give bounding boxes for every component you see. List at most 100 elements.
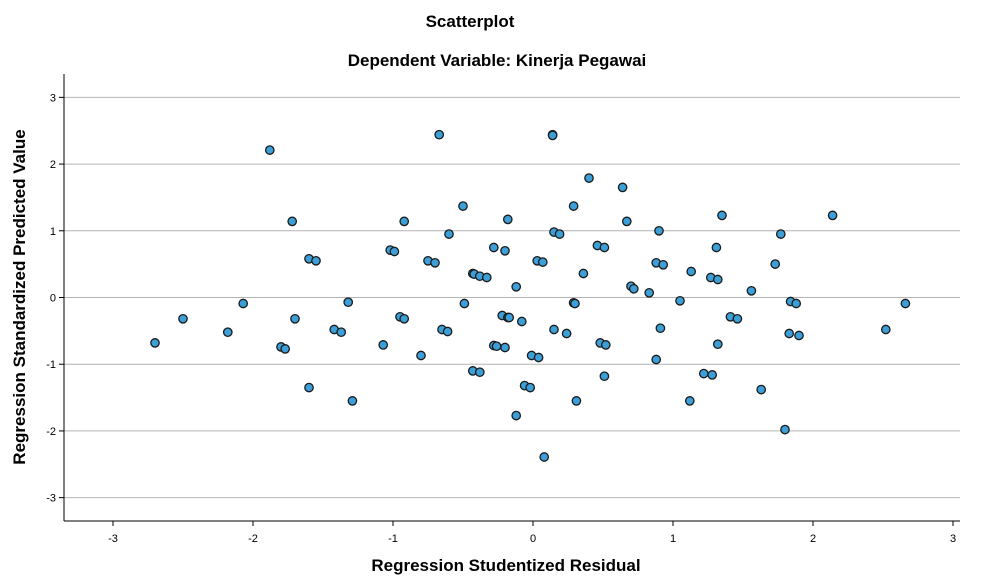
scatter-point — [491, 341, 502, 352]
scatter-point — [644, 287, 655, 298]
y-tick-label: 1 — [50, 226, 56, 238]
scatter-point — [537, 257, 548, 267]
scatter-point — [280, 344, 291, 354]
scatter-point — [794, 330, 804, 341]
x-tick-label: 0 — [530, 533, 536, 545]
y-tick-label: 3 — [50, 92, 56, 104]
x-axis-ticks: -3 -2 -1 0 1 2 3 — [108, 521, 956, 545]
scatter-point — [746, 285, 757, 296]
scatter-point — [416, 350, 426, 361]
scatter-point — [658, 259, 669, 270]
scatter-point — [500, 342, 510, 353]
scatter-point — [304, 382, 314, 393]
x-tick-label: -3 — [108, 533, 118, 545]
scatter-point — [712, 339, 723, 350]
scatter-point — [264, 145, 275, 155]
scatter-point — [756, 384, 767, 395]
x-tick-label: -1 — [388, 533, 398, 545]
y-axis-title: Regression Standardized Predicted Value — [10, 129, 29, 464]
scatter-point — [584, 173, 594, 183]
scatter-point — [617, 182, 628, 193]
scatter-point — [561, 328, 572, 339]
scatter-point — [554, 229, 565, 239]
scatter-point — [430, 257, 440, 268]
scatter-point — [571, 396, 582, 406]
scatter-point — [568, 201, 579, 211]
x-tick-label: 1 — [670, 533, 676, 545]
scatter-point — [707, 370, 718, 380]
scatter-point — [399, 216, 410, 227]
scatter-point — [511, 281, 522, 292]
scatter-point — [150, 338, 160, 348]
scatter-point — [444, 229, 454, 239]
x-axis-title: Regression Studentized Residual — [371, 556, 640, 575]
scatter-point — [628, 283, 639, 294]
scatter-point — [711, 242, 722, 253]
scatter-point — [442, 326, 453, 337]
scatter-point — [511, 410, 522, 421]
scatter-point — [599, 242, 610, 253]
scatter-point — [900, 298, 911, 309]
scatter-point — [500, 245, 510, 256]
scatter-point — [599, 371, 610, 382]
scatter-point — [549, 324, 559, 335]
scatter-point — [481, 272, 492, 283]
scatter-point — [458, 201, 468, 211]
scatter-point — [570, 298, 580, 309]
x-tick-label: 3 — [950, 533, 956, 545]
scatter-point — [827, 210, 838, 221]
scatter-point — [504, 312, 515, 323]
scatter-point — [389, 246, 400, 257]
scatter-point — [770, 259, 781, 269]
scatter-point — [533, 352, 544, 363]
y-tick-label: -2 — [46, 426, 56, 438]
scatter-point — [675, 295, 685, 306]
scatter-point — [539, 452, 550, 462]
scatter-point — [178, 313, 188, 324]
scatter-point — [290, 313, 300, 324]
scatter-point — [287, 216, 298, 227]
gridlines — [64, 96, 960, 499]
y-tick-label: -1 — [46, 359, 56, 371]
x-tick-label: 2 — [810, 533, 816, 545]
scatter-point — [222, 327, 233, 338]
x-tick-label: -2 — [248, 533, 258, 545]
scatter-point — [434, 129, 445, 140]
data-points — [150, 129, 911, 462]
scatter-point — [712, 274, 723, 285]
scatter-point — [399, 313, 410, 324]
scatter-point — [717, 210, 727, 221]
scatter-point — [474, 367, 485, 378]
scatter-point — [655, 323, 666, 334]
scatter-point — [780, 424, 790, 435]
scatter-point — [238, 298, 249, 309]
scatter-point — [488, 242, 499, 253]
scatter-point — [343, 297, 354, 308]
scatter-point — [311, 255, 321, 266]
scatter-point — [578, 268, 589, 279]
scatter-point — [880, 324, 891, 335]
scatter-point — [654, 225, 664, 236]
y-axis-ticks: -3 -2 -1 0 1 2 3 — [46, 92, 64, 505]
scatter-point — [698, 368, 709, 379]
scatter-point — [600, 340, 611, 350]
scatter-point — [547, 130, 558, 141]
scatter-point — [459, 298, 470, 309]
scatter-point — [686, 266, 697, 277]
scatter-point — [516, 316, 527, 327]
chart-title: Scatterplot — [426, 12, 515, 31]
scatter-point — [336, 327, 347, 338]
scatter-point — [791, 298, 802, 309]
scatter-point — [651, 354, 662, 365]
scatter-point — [502, 214, 513, 225]
y-tick-label: -3 — [46, 493, 56, 505]
scatter-point — [732, 313, 743, 324]
chart-subtitle: Dependent Variable: Kinerja Pegawai — [348, 51, 647, 70]
scatter-point — [784, 328, 795, 339]
y-tick-label: 0 — [50, 293, 56, 305]
scatter-point — [684, 396, 695, 406]
scatter-point — [775, 229, 786, 239]
scatter-point — [621, 216, 632, 227]
scatter-point — [347, 396, 358, 406]
